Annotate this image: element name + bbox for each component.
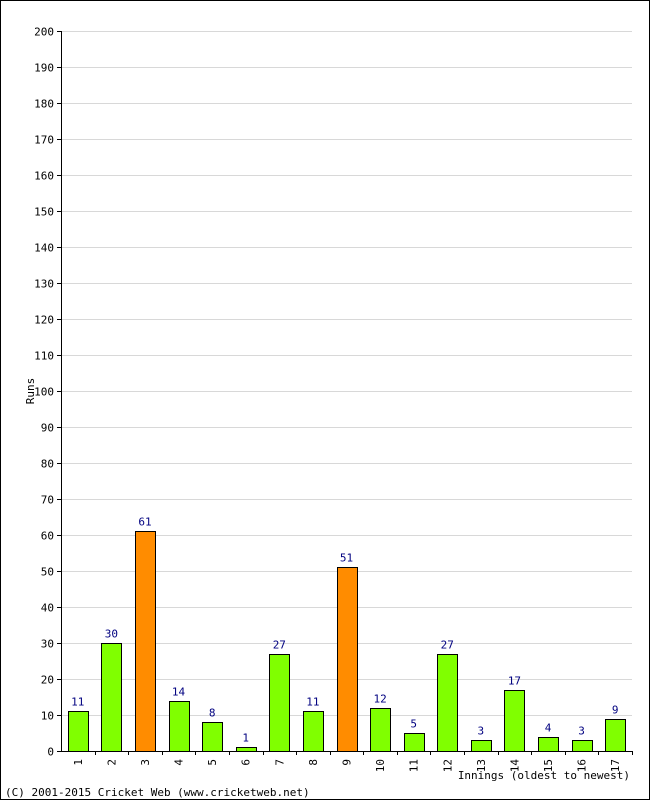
- y-tick-label-30: 30: [41, 638, 54, 651]
- bar-innings-1: [68, 711, 89, 752]
- y-tick-label-70: 70: [41, 494, 54, 507]
- bar-innings-4: [169, 701, 190, 752]
- data-label-innings-1: 11: [71, 696, 84, 709]
- y-tick-label-140: 140: [34, 242, 54, 255]
- data-label-innings-2: 30: [105, 628, 118, 641]
- x-tick-label-8: 8: [307, 759, 320, 766]
- axes: [57, 31, 633, 755]
- data-label-innings-10: 12: [373, 693, 386, 706]
- y-axis-title: Runs: [24, 378, 37, 405]
- data-label-innings-13: 3: [478, 725, 485, 738]
- bar-innings-2: [101, 643, 122, 752]
- bar-innings-9: [337, 567, 358, 752]
- x-tick-label-4: 4: [173, 759, 186, 766]
- y-tick-label-110: 110: [34, 350, 54, 363]
- x-tick-label-12: 12: [441, 759, 454, 772]
- y-tick-label-80: 80: [41, 458, 54, 471]
- x-tick-label-2: 2: [105, 759, 118, 766]
- y-tick-label-10: 10: [41, 710, 54, 723]
- copyright-footer: (C) 2001-2015 Cricket Web (www.cricketwe…: [5, 786, 310, 799]
- data-label-innings-14: 17: [508, 675, 521, 688]
- bar-innings-17: [605, 719, 626, 752]
- data-label-innings-15: 4: [545, 722, 552, 735]
- x-tick-label-14: 14: [508, 759, 521, 773]
- y-tick-label-190: 190: [34, 62, 54, 75]
- data-labels: 11 30 61 14 8 1 27 11 51 12 5 27 3 17 4 3 9: [71, 516, 618, 745]
- x-tick-label-6: 6: [240, 759, 253, 766]
- bar-innings-7: [269, 654, 290, 752]
- y-tick-label-180: 180: [34, 98, 54, 111]
- bar-innings-16: [572, 740, 593, 752]
- y-tick-label-50: 50: [41, 566, 54, 579]
- y-tick-label-20: 20: [41, 674, 54, 687]
- bars: [68, 531, 626, 752]
- y-tick-label-0: 0: [47, 746, 54, 759]
- bar-innings-8: [303, 711, 324, 752]
- x-tick-label-16: 16: [576, 759, 589, 772]
- data-label-innings-4: 14: [172, 686, 186, 699]
- bar-innings-11: [404, 733, 425, 752]
- x-tick-label-3: 3: [139, 759, 152, 766]
- y-tick-labels: 0 10 20 30 40 50 60 70 80 90 100 110 120 130 140 150 160…: [34, 26, 54, 759]
- x-tick-label-10: 10: [374, 759, 387, 772]
- y-tick-label-200: 200: [34, 26, 54, 39]
- data-label-innings-11: 5: [410, 718, 417, 731]
- data-label-innings-16: 3: [578, 725, 585, 738]
- data-label-innings-12: 27: [441, 639, 454, 652]
- bar-innings-12: [437, 654, 458, 752]
- bar-innings-15: [538, 737, 559, 752]
- data-label-innings-9: 51: [340, 552, 353, 565]
- x-tick-label-9: 9: [341, 759, 354, 766]
- y-tick-label-120: 120: [34, 314, 54, 327]
- x-tick-label-7: 7: [273, 759, 286, 766]
- y-tick-label-170: 170: [34, 134, 54, 147]
- y-tick-label-100: 100: [34, 386, 54, 399]
- x-axis-title: Innings (oldest to newest): [458, 769, 630, 782]
- data-label-innings-5: 8: [209, 707, 216, 720]
- data-label-innings-17: 9: [612, 704, 619, 717]
- bar-innings-13: [471, 740, 492, 752]
- x-tick-label-13: 13: [475, 759, 488, 772]
- y-tick-label-60: 60: [41, 530, 54, 543]
- data-label-innings-7: 27: [273, 639, 286, 652]
- x-tick-label-11: 11: [408, 759, 421, 772]
- y-tick-label-90: 90: [41, 422, 54, 435]
- bar-innings-5: [202, 722, 223, 752]
- y-tick-label-150: 150: [34, 206, 54, 219]
- y-tick-label-130: 130: [34, 278, 54, 291]
- bar-innings-10: [370, 708, 391, 752]
- x-tick-labels: 1 2 3 4 5 6 7 8 9 10 11 12 13 14 15 16 17: [72, 759, 622, 773]
- bar-innings-3: [135, 531, 156, 752]
- x-tick-label-15: 15: [542, 759, 555, 772]
- bar-innings-14: [504, 690, 525, 752]
- data-label-innings-8: 11: [306, 696, 319, 709]
- data-label-innings-6: 1: [242, 732, 249, 745]
- x-tick-label-17: 17: [609, 759, 622, 772]
- bar-innings-6: [236, 747, 257, 752]
- y-tick-label-160: 160: [34, 170, 54, 183]
- x-tick-label-1: 1: [72, 759, 85, 766]
- data-label-innings-3: 61: [138, 516, 151, 529]
- grid-lines: [61, 31, 632, 716]
- x-tick-label-5: 5: [206, 759, 219, 766]
- y-tick-label-40: 40: [41, 602, 54, 615]
